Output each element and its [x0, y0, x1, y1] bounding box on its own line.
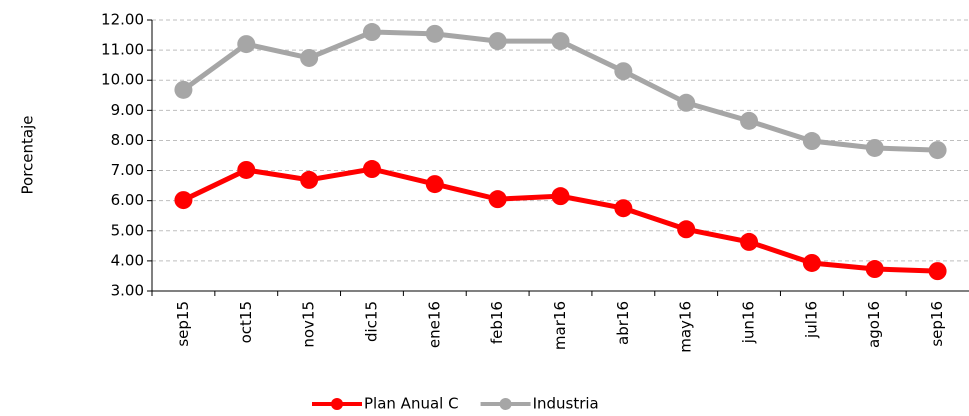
point: [425, 175, 444, 194]
y-tick-label: 3.00: [111, 282, 144, 300]
point: [928, 141, 947, 160]
point: [865, 260, 884, 279]
point: [237, 160, 256, 179]
point: [865, 138, 884, 157]
x-tick-label: oct15: [237, 301, 255, 343]
point: [362, 160, 381, 179]
point: [614, 62, 633, 81]
y-tick-label: 8.00: [111, 131, 144, 149]
y-tick-label: 5.00: [111, 221, 144, 239]
y-tick-label: 9.00: [111, 101, 144, 119]
y-tick-label: 6.00: [111, 191, 144, 209]
point: [802, 253, 821, 272]
point: [300, 48, 319, 67]
x-tick-label: ene16: [425, 301, 443, 348]
legend-label: Plan Anual C: [364, 395, 459, 413]
x-tick-label: feb16: [488, 301, 506, 344]
point: [740, 111, 759, 130]
legend-marker: [499, 398, 512, 410]
x-tick-label: ago16: [865, 301, 883, 348]
point: [802, 132, 821, 151]
point: [551, 187, 570, 206]
x-tick-label: sep16: [928, 301, 946, 347]
y-tick-label: 10.00: [101, 71, 144, 89]
point: [362, 23, 381, 42]
x-tick-label: may16: [677, 301, 695, 353]
point: [614, 199, 633, 218]
point: [174, 80, 193, 99]
x-tick-label: jul16: [802, 301, 820, 339]
series-line: [182, 166, 938, 274]
x-tick-label: abr16: [614, 301, 632, 345]
point: [551, 32, 570, 51]
x-tick-label: jun16: [740, 301, 758, 344]
point: [488, 190, 507, 209]
x-tick-label: mar16: [551, 301, 569, 350]
point: [300, 170, 319, 189]
y-tick-label: 11.00: [101, 41, 144, 59]
x-tick-label: dic15: [362, 301, 380, 342]
y-tick-label: 12.00: [101, 11, 144, 29]
x-tick-label: sep15: [174, 301, 192, 347]
x-tick-label: nov15: [300, 301, 318, 348]
point: [488, 32, 507, 51]
point: [740, 232, 759, 251]
legend-marker: [331, 398, 343, 410]
point: [425, 24, 444, 43]
y-tick-label: 4.00: [111, 251, 144, 269]
point: [677, 220, 696, 239]
y-tick-label: 7.00: [111, 161, 144, 179]
y-axis-label: Porcentaje: [19, 116, 37, 195]
point: [928, 262, 947, 281]
point: [237, 35, 256, 54]
point: [677, 93, 696, 112]
point: [174, 191, 193, 210]
legend-label: Industria: [533, 395, 599, 413]
